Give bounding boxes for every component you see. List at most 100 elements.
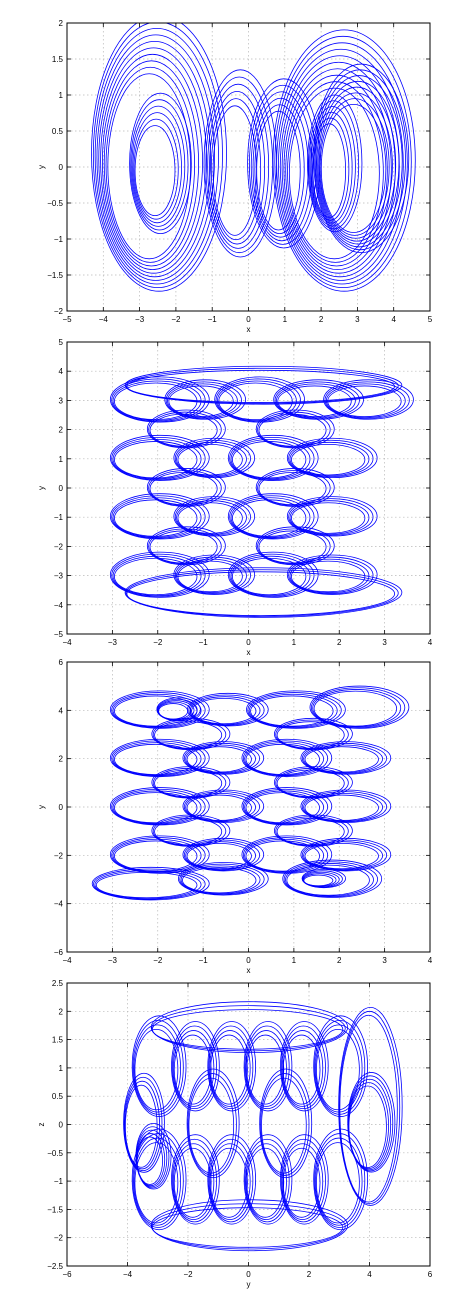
trajectory-loop — [132, 112, 182, 224]
trajectory-loop — [173, 554, 256, 595]
trajectory-loop — [154, 721, 223, 749]
trajectory-loop — [186, 794, 252, 821]
trajectory-loop — [338, 1006, 403, 1206]
trajectory-loop — [278, 48, 404, 281]
y-tick-label: 2 — [59, 426, 64, 435]
trajectory-loop — [148, 528, 222, 565]
trajectory-loop — [242, 788, 329, 825]
trajectory-loop — [134, 1029, 179, 1111]
trajectory-loop — [149, 413, 218, 447]
y-tick-label: 1 — [59, 455, 64, 464]
trajectory-loop — [243, 1134, 293, 1225]
trajectory-loop — [217, 380, 297, 421]
trajectory-loop — [285, 863, 374, 897]
trajectory-loop — [177, 862, 269, 896]
trajectory-loop — [132, 1019, 184, 1115]
trajectory-loop — [348, 1082, 389, 1170]
trajectory-loop — [303, 792, 383, 822]
trajectory-loop — [164, 379, 246, 420]
x-tick-label: −3 — [108, 956, 118, 965]
trajectory-loop — [126, 369, 396, 403]
trajectory-loop — [247, 692, 342, 729]
trajectory-loop — [131, 105, 186, 227]
x-axis-label: x — [247, 966, 251, 975]
trajectory-loop — [309, 106, 356, 227]
trajectory-loop — [152, 816, 227, 847]
trajectory-loop — [124, 1084, 158, 1168]
trajectory-group — [109, 365, 414, 618]
trajectory-loop — [290, 560, 366, 593]
trajectory-loop — [273, 717, 353, 751]
trajectory-loop — [215, 378, 301, 422]
trajectory-loop — [134, 1142, 179, 1224]
y-tick-label: 2 — [59, 1007, 64, 1016]
trajectory-loop — [300, 837, 392, 872]
trajectory-loop — [109, 376, 210, 423]
trajectory-loop — [289, 558, 370, 594]
trajectory-loop — [124, 1080, 160, 1170]
trajectory-loop — [171, 1134, 220, 1225]
trajectory-loop — [250, 695, 334, 727]
x-tick-label: −1 — [199, 638, 209, 647]
trajectory-loop — [209, 1143, 251, 1220]
trajectory-loop — [283, 68, 392, 271]
x-axis-label: x — [247, 325, 251, 334]
y-tick-label: 0 — [59, 484, 64, 493]
trajectory-loop — [185, 792, 256, 822]
trajectory-loop — [310, 687, 406, 729]
trajectory-loop — [260, 1073, 310, 1176]
trajectory-group — [123, 1001, 403, 1252]
trajectory-loop — [230, 497, 311, 538]
trajectory-loop — [315, 75, 403, 248]
x-tick-label: −2 — [171, 315, 181, 324]
trajectory-loop — [258, 472, 327, 506]
trajectory-loop — [255, 468, 335, 507]
trajectory-loop — [182, 741, 265, 775]
y-tick-label: 1 — [59, 91, 64, 100]
y-tick-label: 5 — [59, 338, 64, 347]
trajectory-loop — [276, 769, 345, 798]
trajectory-loop — [347, 1072, 396, 1173]
trajectory-loop — [303, 874, 334, 887]
trajectory-loop — [324, 381, 410, 419]
trajectory-loop — [288, 87, 380, 260]
x-tick-label: −1 — [208, 315, 218, 324]
trajectory-loop — [205, 76, 274, 254]
trajectory-loop — [244, 1025, 290, 1110]
trajectory-loop — [303, 841, 383, 870]
trajectory-loop — [210, 1147, 248, 1218]
x-tick-label: −4 — [62, 956, 72, 965]
x-axis-label: x — [247, 648, 251, 655]
trajectory-loop — [91, 866, 210, 901]
trajectory-loop — [151, 814, 231, 847]
trajectory-loop — [290, 443, 366, 476]
trajectory-loop — [123, 1076, 163, 1172]
trajectory-loop — [109, 690, 210, 729]
trajectory-loop — [173, 1147, 212, 1218]
trajectory-loop — [311, 117, 350, 221]
x-tick-label: 2 — [337, 638, 342, 647]
trajectory-loop — [125, 367, 399, 404]
trajectory-loop — [316, 80, 400, 245]
x-tick-label: 1 — [292, 638, 297, 647]
trajectory-loop — [312, 123, 347, 218]
trajectory-loop — [288, 439, 374, 478]
trajectory-loop — [243, 1021, 293, 1112]
trajectory-loop — [150, 1001, 349, 1054]
trajectory-loop — [227, 434, 319, 481]
trajectory-loop — [111, 495, 206, 539]
trajectory-loop — [172, 1138, 217, 1223]
trajectory-loop — [207, 1021, 257, 1112]
y-tick-label: −0.5 — [47, 1149, 63, 1158]
trajectory-loop — [167, 383, 238, 418]
trajectory-loop — [286, 437, 378, 479]
x-tick-label: 3 — [382, 956, 387, 965]
y-tick-label: −2 — [54, 1234, 64, 1243]
x-tick-label: −6 — [62, 1270, 72, 1279]
trajectory-loop — [241, 738, 333, 778]
trajectory-loop — [212, 105, 258, 236]
trajectory-loop — [191, 697, 257, 725]
trajectory-loop — [286, 554, 378, 595]
y-tick-label: 2.5 — [52, 979, 64, 988]
